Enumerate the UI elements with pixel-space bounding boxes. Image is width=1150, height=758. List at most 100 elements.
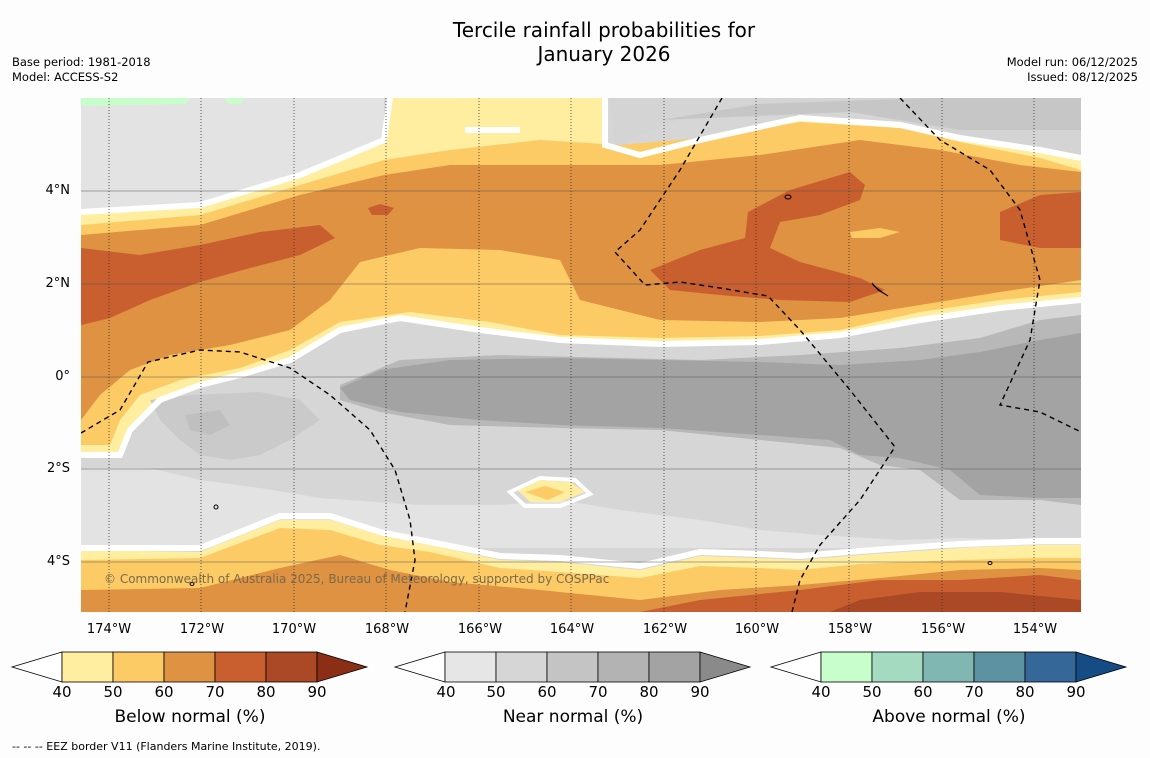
colorbar-segment bbox=[1024, 651, 1077, 683]
island-2 bbox=[213, 504, 219, 510]
issued-date: Issued: 08/12/2025 bbox=[1027, 70, 1138, 84]
category-boundary-north bbox=[81, 297, 1081, 458]
lon-label-162w: 162°W bbox=[642, 622, 688, 637]
colorbar-segment bbox=[597, 651, 650, 683]
islands bbox=[189, 194, 993, 586]
eez-footer-note: -- -- -- EEZ border V11 (Flanders Marine… bbox=[12, 740, 321, 753]
lat-label-2n: 2°N bbox=[45, 276, 71, 291]
colorbar-extend-high bbox=[699, 651, 752, 683]
lat-label-4n: 4°N bbox=[45, 183, 71, 198]
colorbar-extend-high bbox=[316, 651, 369, 683]
near-normal-60-70-west bbox=[150, 392, 320, 460]
cb3-tick-90: 90 bbox=[1066, 683, 1086, 701]
cb2-tick-70: 70 bbox=[588, 683, 608, 701]
below-normal-70-80-west bbox=[81, 225, 335, 325]
lon-label-172w: 172°W bbox=[179, 622, 225, 637]
lat-label-4s: 4°S bbox=[46, 554, 70, 569]
meta-right: Model run: 06/12/2025 Issued: 08/12/2025 bbox=[1007, 55, 1138, 85]
colorbar-segment bbox=[265, 651, 318, 683]
title-line-1: Tercile rainfall probabilities for bbox=[452, 18, 756, 42]
probability-fields bbox=[81, 98, 1081, 612]
island-4 bbox=[987, 561, 993, 565]
colorbar-segment bbox=[973, 651, 1026, 683]
near-normal-70-80-west-spot bbox=[185, 410, 230, 435]
cb2-tick-50: 50 bbox=[486, 683, 506, 701]
category-boundary-south-spot bbox=[506, 475, 594, 508]
lon-label-168w: 168°W bbox=[364, 622, 410, 637]
below-normal-spot-south-inner bbox=[525, 486, 565, 500]
cb1-tick-70: 70 bbox=[205, 683, 225, 701]
cb2-tick-90: 90 bbox=[690, 683, 710, 701]
eez-border-west bbox=[81, 349, 416, 612]
colorbar-segment bbox=[495, 651, 548, 683]
cb2-tick-40: 40 bbox=[436, 683, 456, 701]
colorbar-segment bbox=[820, 651, 873, 683]
cb3-tick-70: 70 bbox=[964, 683, 984, 701]
below-normal-70-80-east bbox=[650, 172, 885, 302]
cb1-tick-40: 40 bbox=[52, 683, 72, 701]
lat-label-2s: 2°S bbox=[46, 461, 70, 476]
lat-label-0: 0° bbox=[55, 369, 70, 384]
island-kiritimati bbox=[871, 282, 889, 297]
gridlines bbox=[81, 98, 1081, 612]
colorbar-extend-low bbox=[769, 651, 822, 683]
title-line-2: January 2026 bbox=[537, 42, 671, 66]
colorbar-segment bbox=[214, 651, 267, 683]
below-normal-50-60-spot-east bbox=[850, 228, 900, 238]
eez-border-east bbox=[899, 98, 1081, 433]
cb3-tick-50: 50 bbox=[862, 683, 882, 701]
eez-border-central bbox=[614, 98, 896, 612]
near-normal-80-90-center bbox=[340, 333, 1081, 498]
lon-label-154w: 154°W bbox=[1012, 622, 1058, 637]
cb3-label: Above normal (%) bbox=[872, 707, 1026, 727]
lon-label-158w: 158°W bbox=[827, 622, 873, 637]
cb3-tick-80: 80 bbox=[1015, 683, 1035, 701]
colorbar-segment bbox=[648, 651, 701, 683]
model-name: Model: ACCESS-S2 bbox=[12, 70, 119, 84]
colorbar-extend-high bbox=[1075, 651, 1128, 683]
above-normal-region-small bbox=[225, 98, 245, 104]
colorbar-segment bbox=[444, 651, 497, 683]
cb3-tick-60: 60 bbox=[913, 683, 933, 701]
map-title: Tercile rainfall probabilities for Janua… bbox=[404, 18, 804, 66]
near-normal-light-region-top-left bbox=[81, 98, 384, 212]
below-normal-80-90-south bbox=[830, 592, 1081, 612]
island-3 bbox=[189, 582, 195, 586]
colorbar-segment bbox=[871, 651, 924, 683]
cb1-label: Below normal (%) bbox=[114, 707, 266, 727]
island-1 bbox=[784, 194, 792, 200]
cb2-label: Near normal (%) bbox=[502, 707, 644, 727]
copyright-notice: © Commonwealth of Australia 2025, Bureau… bbox=[104, 572, 610, 586]
cb1-tick-60: 60 bbox=[154, 683, 174, 701]
lon-label-166w: 166°W bbox=[457, 622, 503, 637]
colorbar-segment bbox=[61, 651, 114, 683]
colorbar-segment bbox=[112, 651, 165, 683]
colorbars bbox=[10, 651, 1128, 683]
colorbar-segment bbox=[163, 651, 216, 683]
colorbar-segment bbox=[922, 651, 975, 683]
model-run: Model run: 06/12/2025 bbox=[1006, 55, 1138, 69]
above-normal-region-top-left bbox=[81, 98, 190, 106]
cb2-tick-60: 60 bbox=[537, 683, 557, 701]
cb2-tick-80: 80 bbox=[639, 683, 659, 701]
cb1-tick-50: 50 bbox=[103, 683, 123, 701]
lon-label-174w: 174°W bbox=[86, 622, 132, 637]
category-boundary-northeast bbox=[602, 98, 1081, 161]
colorbar-extend-low bbox=[10, 651, 63, 683]
below-normal-70-80-spot bbox=[368, 204, 394, 215]
eez-borders bbox=[81, 98, 1081, 612]
cb1-tick-80: 80 bbox=[256, 683, 276, 701]
lon-label-164w: 164°W bbox=[549, 622, 595, 637]
lon-label-156w: 156°W bbox=[920, 622, 966, 637]
colorbar-extend-low bbox=[393, 651, 446, 683]
below-normal-70-80-far-east bbox=[1000, 192, 1081, 248]
near-normal-region-top-right-dark bbox=[660, 98, 1081, 130]
base-period: Base period: 1981-2018 bbox=[12, 55, 151, 69]
cb3-tick-40: 40 bbox=[811, 683, 831, 701]
cb1-tick-90: 90 bbox=[307, 683, 327, 701]
colorbar-segment bbox=[546, 651, 599, 683]
meta-left: Base period: 1981-2018 Model: ACCESS-S2 bbox=[12, 55, 151, 85]
lon-label-160w: 160°W bbox=[734, 622, 780, 637]
lon-label-170w: 170°W bbox=[271, 622, 317, 637]
